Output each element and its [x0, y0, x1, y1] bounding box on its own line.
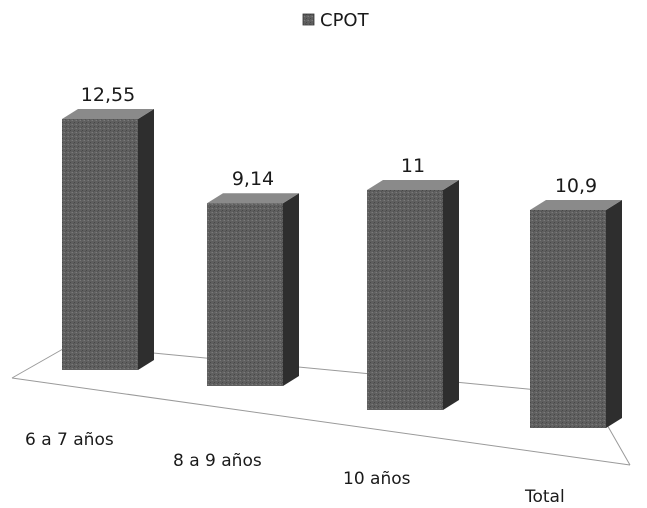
- bars-group: 12,55 9,14 11 10,9: [62, 84, 622, 428]
- bar-side-face: [606, 200, 622, 428]
- data-label: 11: [401, 155, 425, 177]
- data-label: 9,14: [232, 168, 274, 190]
- bar-top-face: [367, 180, 459, 190]
- bar-top-face: [530, 200, 622, 210]
- floor-front-edge: [11, 377, 631, 466]
- bar: [367, 180, 459, 410]
- bar-side-face: [443, 180, 459, 410]
- legend-swatch: [302, 13, 315, 26]
- bar: [207, 193, 299, 386]
- data-label: 10,9: [555, 175, 597, 197]
- legend-label: CPOT: [320, 10, 370, 31]
- data-label: 12,55: [81, 84, 135, 106]
- bar-front-face: [62, 119, 138, 370]
- legend: CPOT: [302, 10, 370, 31]
- bar-front-face: [367, 190, 443, 410]
- bar-top-face: [207, 193, 299, 204]
- bar: [530, 200, 622, 428]
- bar-side-face: [283, 193, 299, 386]
- x-axis-labels: 6 a 7 años 8 a 9 años 10 años Total: [25, 430, 565, 507]
- floor-back-edge: [69, 344, 591, 396]
- bar-front-face: [207, 203, 283, 386]
- category-label: 6 a 7 años: [25, 430, 114, 450]
- bar-top-face: [62, 109, 154, 119]
- floor-left-edge: [11, 344, 71, 379]
- bar: [62, 109, 154, 370]
- bar-side-face: [138, 109, 154, 370]
- category-label: Total: [524, 487, 565, 507]
- bar-front-face: [530, 210, 606, 428]
- category-label: 10 años: [343, 469, 411, 489]
- category-label: 8 a 9 años: [173, 451, 262, 471]
